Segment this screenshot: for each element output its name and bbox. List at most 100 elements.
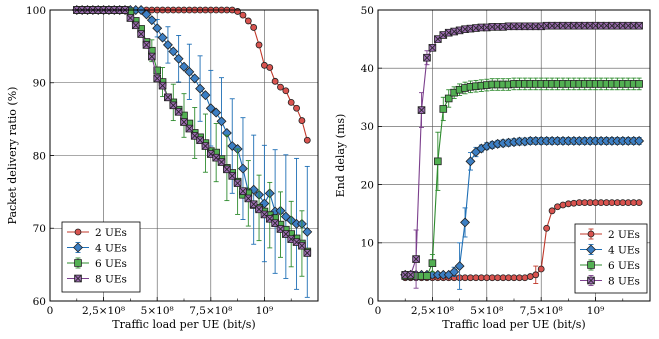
data-point (162, 39, 173, 50)
y-tick-label: 60 (33, 296, 46, 308)
data-point (303, 136, 311, 144)
legend-item-4-ues: 4 UEs (580, 244, 640, 256)
data-point (205, 103, 216, 114)
chart-end-delay: 0 2,5×10⁸ 5×10⁸ 7,5×10⁸ 10⁹ 0 10 20 30 40 50 Traffi… (334, 5, 651, 331)
data-point (250, 24, 258, 31)
y-tick-label: 80 (33, 150, 46, 162)
data-point (234, 8, 242, 15)
legend-item-2-ues: 2 UEs (580, 228, 640, 241)
data-point (201, 142, 210, 150)
plot-area (400, 21, 645, 290)
y-tick-label: 40 (361, 63, 374, 75)
data-point (157, 32, 168, 43)
data-point (428, 259, 437, 267)
legend: 2 UEs 4 UEs 6 UEs 8 UEs (574, 223, 648, 294)
x-axis-label: Traffic load per UE (bit/s) (442, 318, 585, 331)
y-axis-label: End delay (ms) (334, 114, 347, 198)
series-2-ues (401, 199, 643, 284)
legend-label: 4 UEs (95, 242, 127, 254)
data-point (174, 108, 183, 116)
data-point (216, 116, 227, 127)
legend-marker (74, 228, 82, 236)
data-point (406, 271, 415, 279)
data-point (287, 98, 295, 106)
data-point (428, 44, 437, 52)
data-point (179, 61, 189, 72)
data-point (185, 124, 194, 133)
y-axis-label: Packet delivery ratio (%) (6, 87, 19, 225)
data-point (255, 41, 263, 49)
legend-label: 4 UEs (608, 244, 640, 256)
legend-marker (587, 261, 595, 269)
data-point (465, 156, 476, 167)
data-point (412, 255, 420, 263)
x-tick-label: 10⁹ (587, 305, 605, 317)
data-point (148, 52, 156, 61)
y-tick-label: 50 (361, 5, 374, 17)
data-point (237, 163, 248, 174)
legend-marker (587, 276, 595, 285)
y-tick-label: 100 (26, 5, 46, 17)
data-point (137, 30, 145, 38)
legend-marker (587, 230, 595, 238)
data-point (303, 249, 312, 257)
y-tick-label: 90 (33, 78, 46, 90)
data-point (449, 266, 460, 277)
data-point (559, 201, 567, 209)
data-point (228, 172, 237, 180)
legend-item-6-ues: 6 UEs (67, 257, 127, 270)
data-point (255, 205, 263, 214)
legend: 2 UEs 4 UEs 6 UEs 8 UEs (61, 221, 141, 293)
axes: 0 2,5×10⁸ 5×10⁸ 7,5×10⁸ 10⁹ 60 70 80 90 100 (26, 5, 292, 317)
x-tick-label: 5×10⁸ (141, 305, 174, 317)
data-point (131, 21, 140, 30)
x-tick-label: 0 (375, 305, 382, 317)
data-point (223, 165, 231, 174)
data-point (635, 199, 643, 207)
data-point (239, 11, 247, 19)
data-point (153, 74, 162, 83)
x-tick-label: 0 (47, 305, 54, 317)
data-point (142, 41, 151, 49)
data-point (200, 90, 211, 101)
legend-item-8-ues: 8 UEs (67, 273, 127, 285)
data-point (302, 226, 313, 237)
x-tick-label: 10⁹ (256, 305, 274, 317)
legend-label: 2 UEs (608, 229, 640, 241)
data-point (293, 104, 300, 112)
data-point (423, 272, 431, 280)
legend-item-2-ues: 2 UEs (67, 227, 127, 239)
data-point (168, 46, 179, 57)
data-point (417, 106, 426, 114)
data-point (635, 21, 643, 30)
data-point (298, 241, 306, 250)
data-point (537, 265, 545, 273)
data-point (141, 9, 152, 20)
data-point (164, 93, 172, 102)
series-4-ues (400, 135, 645, 290)
data-point (190, 132, 199, 140)
data-point (434, 35, 442, 43)
data-point (184, 66, 195, 77)
data-point (153, 66, 162, 75)
legend-item-8-ues: 8 UEs (580, 275, 640, 287)
data-point (298, 117, 306, 124)
x-tick-label: 5×10⁸ (470, 305, 503, 317)
data-point (158, 81, 167, 90)
legend-label: 8 UEs (608, 275, 640, 287)
x-tick-label: 2,5×10⁸ (82, 305, 125, 317)
data-point (211, 107, 222, 118)
data-point (217, 158, 226, 166)
y-tick-label: 20 (361, 179, 374, 191)
data-point (434, 157, 442, 166)
y-tick-label: 0 (367, 296, 374, 308)
x-tick-label: 7,5×10⁸ (520, 305, 563, 317)
legend-marker (74, 274, 82, 283)
series-6-ues (401, 77, 643, 280)
data-point (634, 135, 645, 146)
data-point (543, 224, 551, 232)
x-tick-label: 2,5×10⁸ (411, 305, 454, 317)
data-point (266, 64, 274, 71)
data-point (152, 23, 163, 34)
